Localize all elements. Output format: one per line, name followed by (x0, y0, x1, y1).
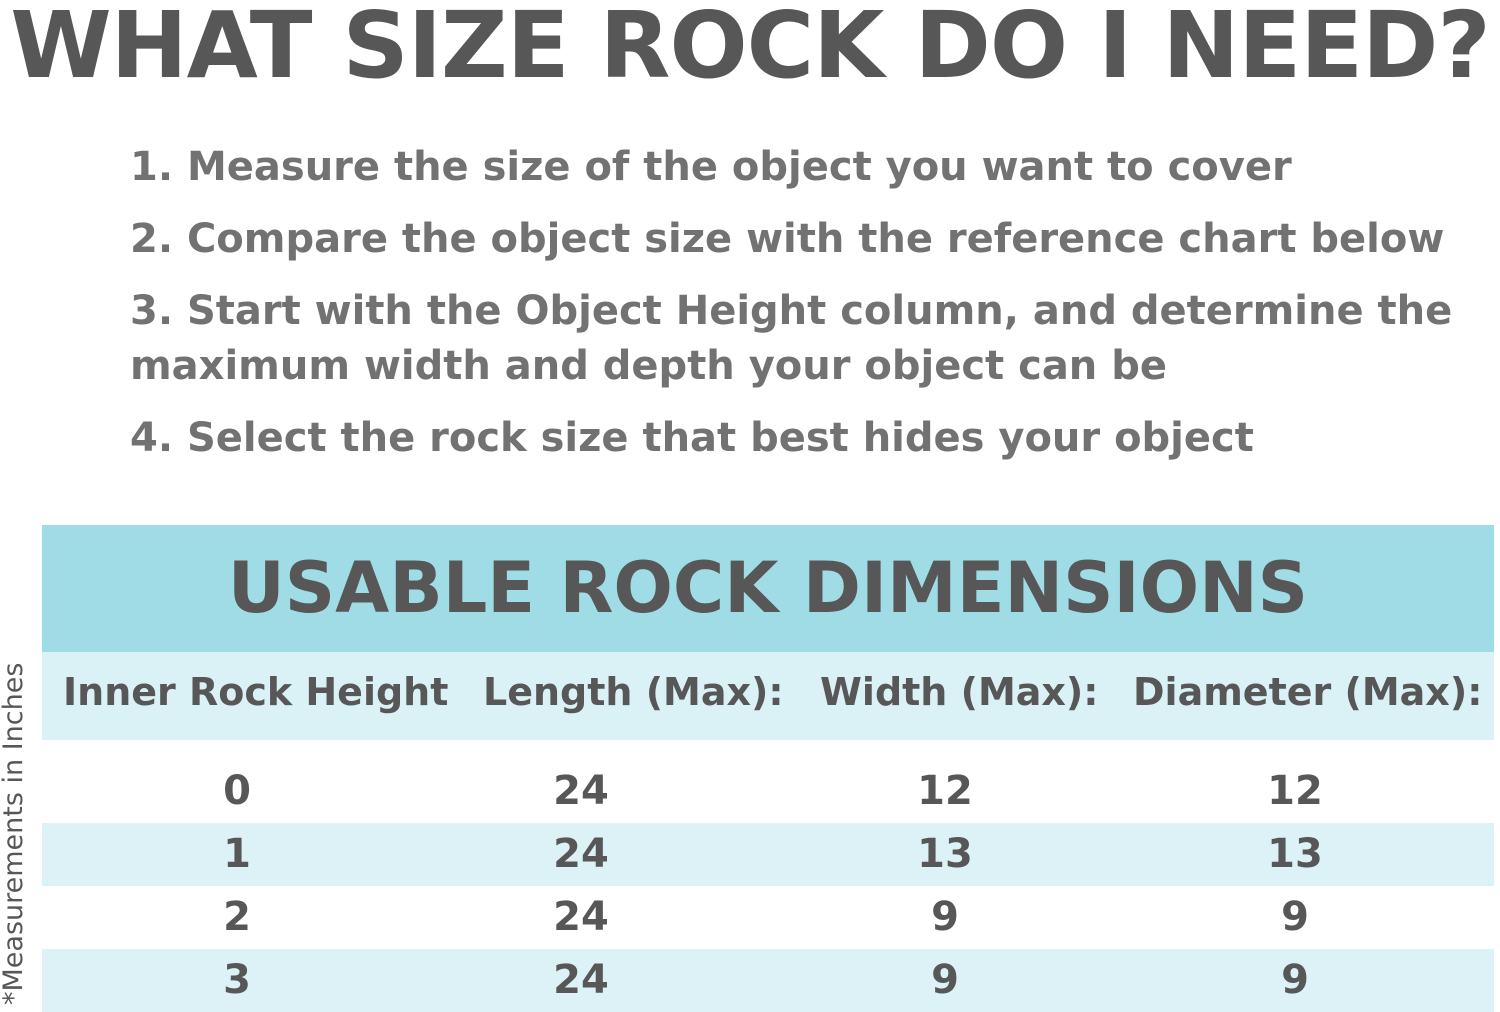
table-cell: 13 (917, 831, 973, 877)
table-cell: 1 (223, 831, 251, 877)
table-row: 0 24 12 12 (42, 760, 1494, 823)
table-row: 2 24 9 9 (42, 886, 1494, 949)
table-cell: 13 (1267, 831, 1323, 877)
table-body: 0 24 12 12 1 24 13 13 2 24 9 9 3 24 9 9 (42, 760, 1494, 1012)
step-1: 1. Measure the size of the object you wa… (130, 144, 1292, 190)
table-cell: 24 (553, 957, 609, 1003)
table-cell: 12 (1267, 768, 1323, 814)
table-cell: 24 (553, 831, 609, 877)
table-cell: 3 (223, 957, 251, 1003)
table-cell: 24 (553, 768, 609, 814)
header-length: Length (Max): (483, 670, 784, 714)
table-cell: 24 (553, 894, 609, 940)
header-height: Inner Rock Height (63, 670, 449, 714)
table-cell: 9 (1281, 957, 1309, 1003)
step-4: 4. Select the rock size that best hides … (130, 415, 1254, 461)
table-title: USABLE ROCK DIMENSIONS (42, 525, 1494, 652)
table-row: 1 24 13 13 (42, 823, 1494, 886)
step-3: 3. Start with the Object Height column, … (130, 288, 1453, 389)
measurement-note: *Measurements in Inches (0, 662, 29, 1005)
table-row: 3 24 9 9 (42, 949, 1494, 1012)
table-cell: 2 (223, 894, 251, 940)
step-2: 2. Compare the object size with the refe… (130, 216, 1445, 262)
table-cell: 9 (931, 894, 959, 940)
table-cell: 9 (931, 957, 959, 1003)
table-header-row: Inner Rock Height Length (Max): Width (M… (42, 652, 1494, 740)
instructions-list: 1. Measure the size of the object you wa… (130, 140, 1460, 483)
dimensions-table: USABLE ROCK DIMENSIONS Inner Rock Height… (42, 525, 1494, 1012)
page-title: WHAT SIZE ROCK DO I NEED? (10, 0, 1491, 99)
table-cell: 9 (1281, 894, 1309, 940)
table-cell: 0 (223, 768, 251, 814)
header-width: Width (Max): (820, 670, 1099, 714)
table-cell: 12 (917, 768, 973, 814)
header-diameter: Diameter (Max): (1133, 670, 1483, 714)
